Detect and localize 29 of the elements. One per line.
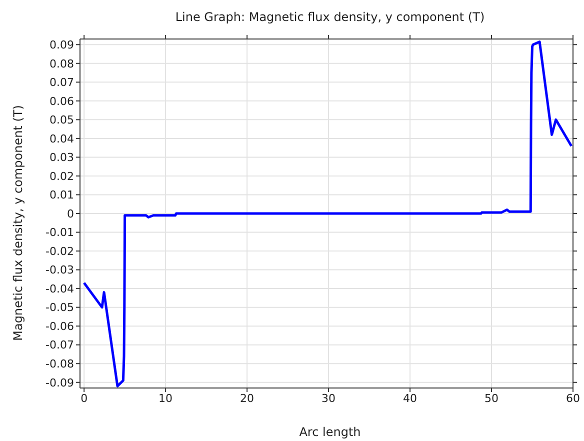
- y-tick-label: -0.08: [46, 358, 74, 371]
- y-tick-label: -0.09: [46, 376, 74, 390]
- y-tick-label: 0.03: [50, 151, 74, 164]
- y-tick-label: -0.04: [46, 282, 74, 296]
- y-tick-label: 0.06: [50, 94, 74, 108]
- y-tick-label: 0.04: [50, 132, 74, 146]
- y-axis-title: Magnetic flux density, y component (T): [11, 105, 25, 341]
- y-tick-label: -0.03: [46, 264, 74, 277]
- x-tick-label: 0: [80, 392, 88, 405]
- y-tick-label: -0.06: [46, 320, 74, 333]
- x-tick-label: 60: [566, 392, 580, 405]
- y-tick-label: 0.08: [50, 57, 74, 70]
- x-tick-label: 10: [158, 392, 173, 405]
- chart-title: Line Graph: Magnetic flux density, y component (T): [174, 10, 486, 24]
- y-tick-label: 0.07: [50, 76, 74, 90]
- x-tick-label: 30: [322, 392, 336, 405]
- y-tick-label: -0.07: [46, 338, 74, 352]
- x-tick-label: 50: [484, 392, 499, 405]
- y-tick-label: 0: [67, 207, 74, 220]
- x-tick-label: 20: [240, 392, 254, 405]
- y-tick-label: -0.01: [46, 226, 74, 240]
- y-tick-label: 0.05: [50, 114, 74, 127]
- y-tick-label: 0.02: [50, 170, 74, 183]
- y-tick-label: -0.02: [46, 244, 74, 258]
- x-axis-title: Arc length: [298, 425, 362, 439]
- x-tick-label: 40: [403, 392, 418, 405]
- y-tick-label: 0.01: [50, 188, 74, 202]
- y-tick-label: -0.05: [46, 301, 74, 314]
- y-tick-label: 0.09: [50, 38, 74, 52]
